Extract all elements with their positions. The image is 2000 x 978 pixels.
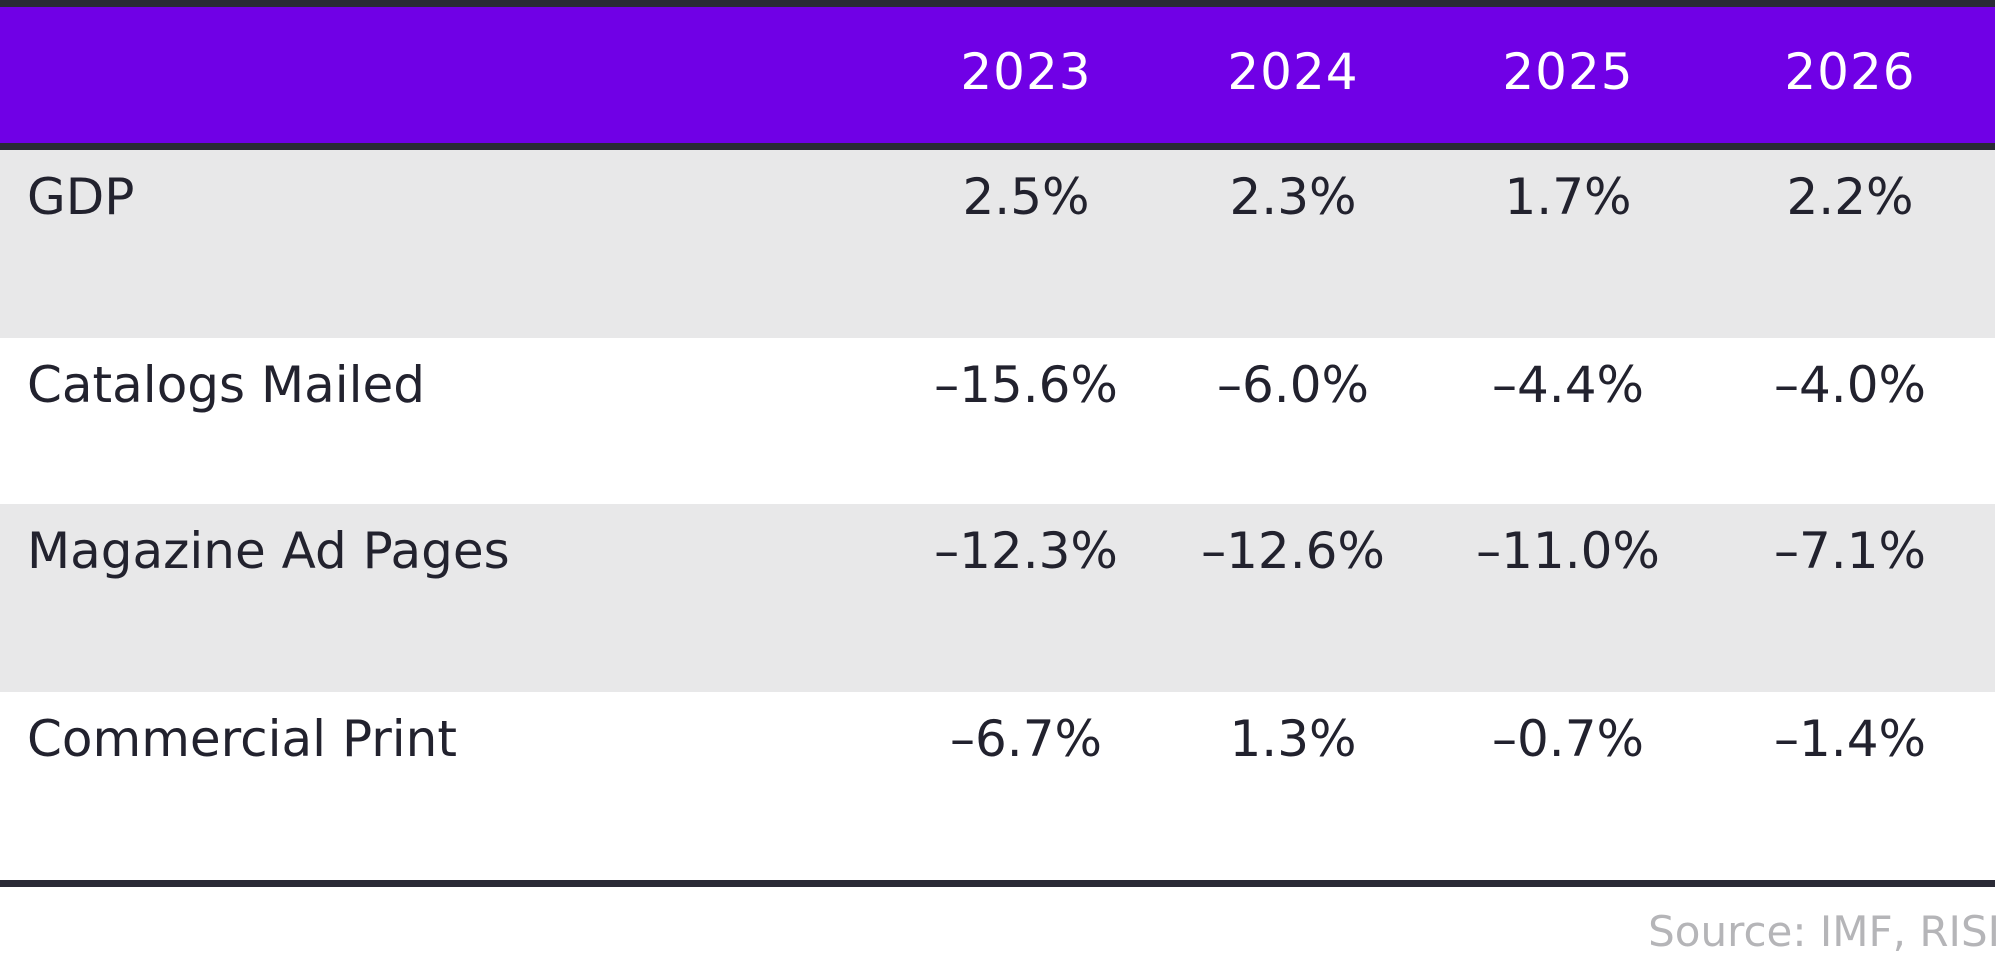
table-cell: –6.7% (949, 710, 1103, 768)
table-cell: –12.6% (1201, 522, 1385, 580)
table-cell: –12.3% (934, 522, 1118, 580)
table-cell: –15.6% (934, 356, 1118, 414)
table-cell: 2.2% (1786, 168, 1914, 226)
table-row-commercial-print: Commercial Print –6.7% 1.3% –0.7% –1.4% (0, 692, 1995, 880)
table-row-catalogs-mailed: Catalogs Mailed –15.6% –6.0% –4.4% –4.0% (0, 338, 1995, 504)
row-label: Magazine Ad Pages (27, 522, 510, 580)
row-label: GDP (27, 168, 135, 226)
header-row: 2023 2024 2025 2026 (0, 7, 1995, 150)
column-header-2024: 2024 (1227, 43, 1359, 101)
table-cell: 2.5% (962, 168, 1090, 226)
bottom-rule (0, 880, 1995, 887)
column-header-2025: 2025 (1502, 43, 1634, 101)
table-cell: –4.0% (1773, 356, 1927, 414)
table-cell: 2.3% (1229, 168, 1357, 226)
table-cell: –1.4% (1773, 710, 1927, 768)
table-cell: –6.0% (1216, 356, 1370, 414)
column-header-2026: 2026 (1784, 43, 1916, 101)
row-label: Catalogs Mailed (27, 356, 426, 414)
source-note: Source: IMF, RISI (1648, 907, 2000, 956)
table-row-magazine-ad-pages: Magazine Ad Pages –12.3% –12.6% –11.0% –… (0, 504, 1995, 692)
table-cell: –7.1% (1773, 522, 1927, 580)
table-cell: 1.3% (1229, 710, 1357, 768)
table-cell: –0.7% (1491, 710, 1645, 768)
row-label: Commercial Print (27, 710, 457, 768)
top-rule (0, 0, 1995, 7)
table-row-gdp: GDP 2.5% 2.3% 1.7% 2.2% (0, 150, 1995, 338)
table-cell: –4.4% (1491, 356, 1645, 414)
column-header-2023: 2023 (960, 43, 1092, 101)
forecast-table: 2023 2024 2025 2026 GDP 2.5% 2.3% 1.7% 2… (0, 7, 1995, 880)
table-cell: –11.0% (1476, 522, 1660, 580)
table-cell: 1.7% (1504, 168, 1632, 226)
